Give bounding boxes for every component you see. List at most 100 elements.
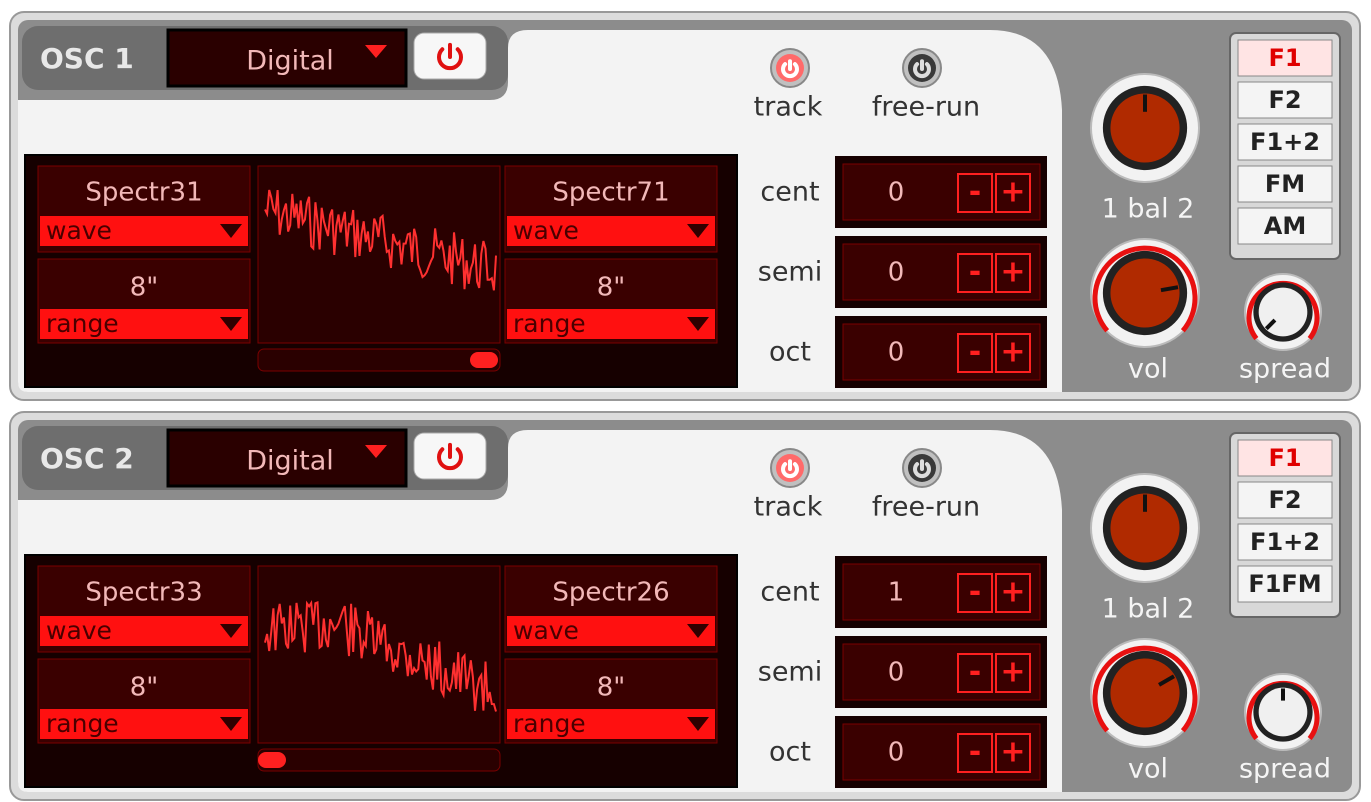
tuning-value: 1: [888, 578, 905, 608]
mode-button[interactable]: [1237, 481, 1333, 519]
minus-button[interactable]: [957, 573, 993, 613]
wave-name: Spectr26: [552, 578, 669, 608]
dropdown-arrow: [365, 45, 387, 58]
mode-button[interactable]: [1237, 165, 1333, 203]
knob-pointer: [1158, 674, 1175, 687]
minus-button[interactable]: [957, 653, 993, 693]
range-label: range: [513, 309, 586, 338]
range-value: 8": [597, 273, 626, 303]
track-label: track: [754, 492, 823, 523]
knob-pointer: [1264, 318, 1277, 331]
minus-button[interactable]: [957, 173, 993, 213]
osc-title: OSC 1: [40, 42, 134, 75]
minus-label: -: [969, 255, 981, 290]
minus-button[interactable]: [957, 333, 993, 373]
mode-button[interactable]: [1237, 207, 1333, 245]
knob-body: [1110, 93, 1180, 163]
range-dropdown[interactable]: [507, 709, 715, 739]
tuning-label: cent: [760, 177, 819, 208]
waveform: [264, 600, 497, 712]
oscillator-panel: OSC 1 Digital track free-run Spectr31 wave 8" r…: [9, 11, 1361, 401]
minus-button[interactable]: [957, 733, 993, 773]
wave-dropdown[interactable]: [507, 616, 715, 646]
mode-button[interactable]: [1237, 523, 1333, 561]
power-icon: [781, 462, 799, 479]
minus-label: -: [969, 335, 981, 370]
knob-body: [1110, 258, 1180, 328]
mode-label: FM: [1265, 170, 1305, 198]
range-dropdown[interactable]: [40, 309, 248, 339]
free-run-label: free-run: [872, 92, 980, 123]
scroll-thumb[interactable]: [470, 352, 498, 368]
range-dropdown[interactable]: [40, 709, 248, 739]
plus-button[interactable]: [995, 573, 1031, 613]
wave-label: wave: [46, 616, 112, 645]
dropdown-arrow: [687, 224, 709, 238]
scroll-thumb[interactable]: [258, 752, 286, 768]
wave-dropdown[interactable]: [40, 216, 248, 246]
minus-label: -: [969, 575, 981, 610]
scrollbar[interactable]: [257, 348, 501, 372]
mode-label: F2: [1268, 86, 1301, 114]
tuning-label: oct: [769, 737, 811, 768]
range-dropdown[interactable]: [507, 309, 715, 339]
dropdown-arrow: [687, 624, 709, 638]
mode-label: F1+2: [1250, 528, 1320, 556]
mode-button[interactable]: [1237, 39, 1333, 77]
tuning-value: 0: [888, 658, 905, 688]
knob-body: [1258, 687, 1308, 737]
wave-dropdown[interactable]: [507, 216, 715, 246]
plus-label: +: [1000, 575, 1025, 610]
range-label: range: [513, 709, 586, 738]
dropdown-arrow: [687, 717, 709, 731]
type-label: Digital: [246, 446, 334, 477]
balance-label: 1 bal 2: [1102, 594, 1195, 625]
plus-button[interactable]: [995, 253, 1031, 293]
oscillator-panel: OSC 2 Digital track free-run Spectr33 wave 8" r…: [9, 411, 1361, 801]
tuning-label: cent: [760, 577, 819, 608]
mode-button[interactable]: [1237, 81, 1333, 119]
mode-button[interactable]: [1237, 565, 1333, 603]
scrollbar[interactable]: [257, 748, 501, 772]
range-value: 8": [130, 273, 159, 303]
power-icon: [913, 462, 931, 479]
vol-label: vol: [1128, 354, 1168, 385]
minus-button[interactable]: [957, 253, 993, 293]
mode-label: F1FM: [1248, 570, 1321, 598]
dropdown-arrow: [220, 717, 242, 731]
wave-label: wave: [46, 216, 112, 245]
knob-pointer: [1160, 285, 1179, 293]
plus-button[interactable]: [995, 333, 1031, 373]
dropdown-arrow: [220, 224, 242, 238]
plus-button[interactable]: [995, 653, 1031, 693]
tuning-label: oct: [769, 337, 811, 368]
mode-button[interactable]: [1237, 123, 1333, 161]
plus-label: +: [1000, 255, 1025, 290]
dropdown-arrow: [220, 624, 242, 638]
spread-label: spread: [1239, 754, 1331, 785]
tuning-label: semi: [758, 657, 822, 688]
wave-name: Spectr33: [85, 578, 202, 608]
range-value: 8": [130, 673, 159, 703]
power-icon: [913, 62, 931, 79]
plus-button[interactable]: [995, 173, 1031, 213]
power-icon: [781, 62, 799, 79]
dropdown-arrow: [365, 445, 387, 458]
type-dropdown[interactable]: [166, 28, 408, 88]
plus-label: +: [1000, 335, 1025, 370]
type-dropdown[interactable]: [166, 428, 408, 488]
track-label: track: [754, 92, 823, 123]
mode-label: F1: [1268, 44, 1301, 72]
plus-button[interactable]: [995, 733, 1031, 773]
vol-label: vol: [1128, 754, 1168, 785]
type-label: Digital: [246, 46, 334, 77]
waveform-view: [257, 165, 501, 344]
wave-dropdown[interactable]: [40, 616, 248, 646]
tuning-label: semi: [758, 257, 822, 288]
mode-label: F2: [1268, 486, 1301, 514]
wave-name: Spectr31: [85, 178, 202, 208]
mode-button[interactable]: [1237, 439, 1333, 477]
knob-body: [1110, 493, 1180, 563]
power-icon: [437, 47, 463, 71]
